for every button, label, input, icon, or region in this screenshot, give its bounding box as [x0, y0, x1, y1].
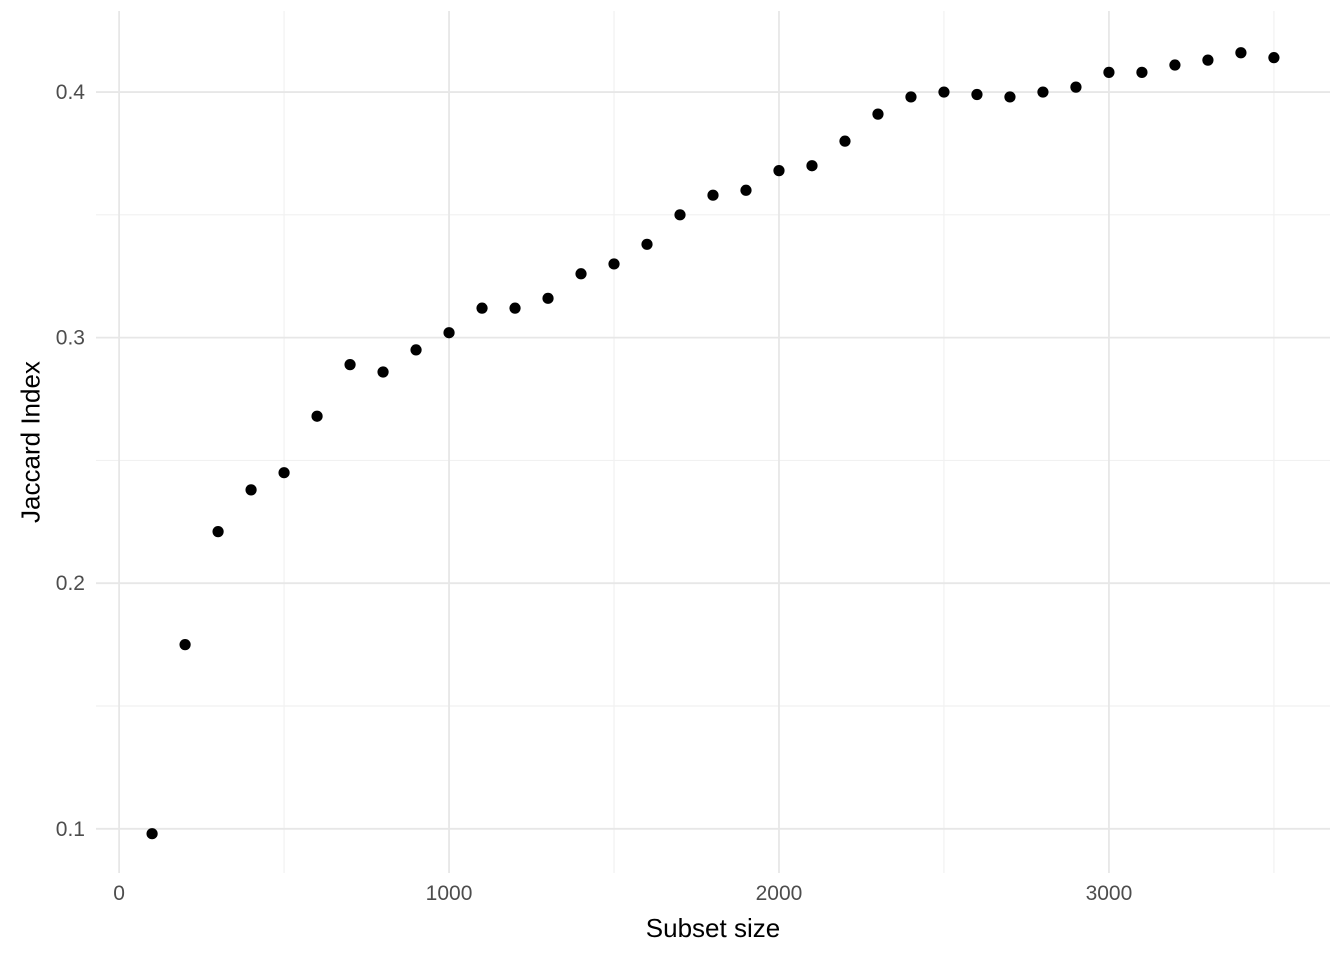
x-tick-label: 2000 — [756, 882, 803, 905]
data-point — [674, 209, 686, 221]
data-point — [1268, 52, 1280, 64]
data-point — [773, 165, 785, 177]
data-point — [740, 184, 752, 196]
data-point — [245, 484, 257, 496]
data-point — [146, 828, 158, 840]
data-point — [179, 639, 191, 651]
y-tick-label: 0.4 — [56, 81, 86, 104]
x-tick-label: 1000 — [426, 882, 473, 905]
data-point — [707, 189, 719, 201]
data-point — [377, 366, 389, 378]
y-tick-label: 0.2 — [56, 572, 85, 595]
y-tick-label: 0.1 — [56, 818, 85, 841]
data-point — [1070, 81, 1082, 93]
data-point — [1004, 91, 1016, 103]
data-point — [509, 302, 521, 314]
data-point — [1103, 66, 1115, 78]
x-tick-label: 3000 — [1086, 882, 1133, 905]
data-point — [1202, 54, 1214, 66]
data-point — [641, 238, 653, 250]
data-point — [311, 410, 323, 422]
data-point — [575, 268, 587, 280]
y-axis-title: Jaccard Index — [15, 361, 46, 523]
data-point — [443, 327, 455, 339]
data-point — [1037, 86, 1049, 98]
x-axis-title: Subset size — [645, 913, 781, 943]
data-point — [1169, 59, 1181, 71]
data-point — [542, 292, 554, 304]
data-point — [278, 467, 290, 479]
data-point — [1136, 66, 1148, 78]
data-point — [839, 135, 851, 147]
data-point — [971, 88, 983, 101]
data-point — [806, 160, 818, 172]
data-point — [938, 86, 950, 98]
data-point — [608, 258, 620, 270]
data-point — [476, 302, 488, 314]
x-tick-label: 0 — [113, 882, 125, 905]
data-point — [212, 526, 224, 538]
data-point — [872, 108, 884, 120]
data-point — [410, 344, 422, 356]
data-point — [1235, 47, 1247, 59]
data-point — [905, 91, 917, 103]
y-tick-label: 0.3 — [56, 327, 85, 350]
data-point — [344, 359, 356, 371]
